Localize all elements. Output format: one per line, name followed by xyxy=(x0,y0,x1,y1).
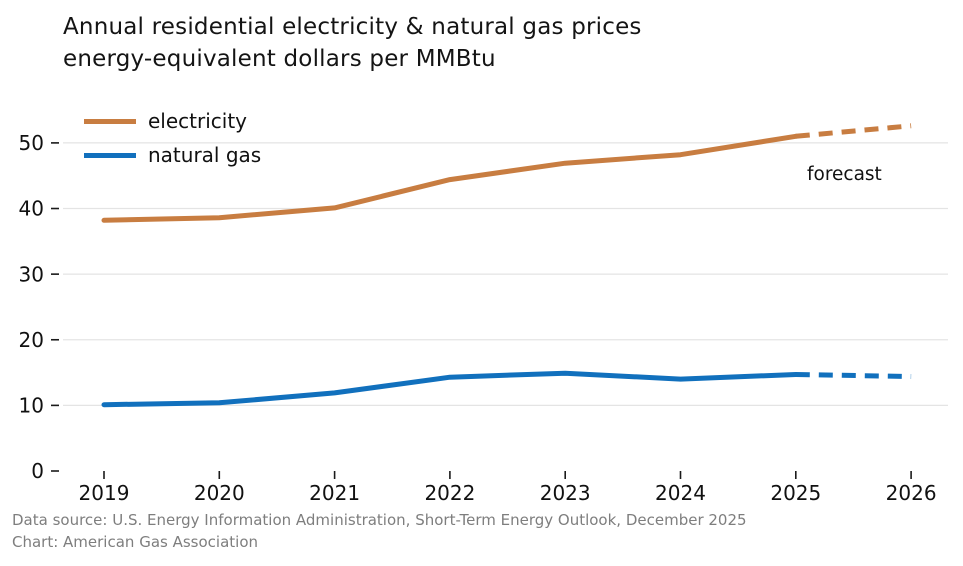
legend-label-natural-gas: natural gas xyxy=(148,143,262,167)
x-tick-label: 2022 xyxy=(424,481,475,505)
legend: electricity natural gas xyxy=(84,104,261,172)
chart-title: Annual residential electricity & natural… xyxy=(63,11,642,75)
y-tick-label: 30 xyxy=(19,262,44,286)
y-tick-label: 0 xyxy=(31,459,44,483)
natural-gas-line-history xyxy=(101,370,799,408)
electricity-line-swatch xyxy=(84,118,136,124)
natural-gas-line-forecast xyxy=(795,372,912,379)
x-tick-label: 2024 xyxy=(655,481,706,505)
chart-title-line1: Annual residential electricity & natural… xyxy=(63,14,642,40)
y-tick-label: 20 xyxy=(19,328,44,352)
x-tick-label: 2020 xyxy=(194,481,245,505)
chart-footer: Data source: U.S. Energy Information Adm… xyxy=(12,510,747,553)
y-tick-label: 40 xyxy=(19,197,44,221)
y-tick-label: 50 xyxy=(19,131,44,155)
natural-gas-line-swatch xyxy=(84,152,136,158)
forecast-annotation: forecast xyxy=(807,164,882,185)
y-tick-label: 10 xyxy=(19,394,44,418)
electricity-line-history xyxy=(101,133,799,223)
legend-item-electricity: electricity xyxy=(84,104,261,138)
x-tick-label: 2021 xyxy=(309,481,360,505)
x-tick-label: 2019 xyxy=(79,481,130,505)
chart-title-line2: energy-equivalent dollars per MMBtu xyxy=(63,46,496,72)
chart-credit-text: Chart: American Gas Association xyxy=(12,532,258,551)
legend-label-electricity: electricity xyxy=(148,109,248,133)
electricity-line-forecast xyxy=(795,123,912,139)
legend-item-natural-gas: natural gas xyxy=(84,138,261,172)
x-tick-label: 2025 xyxy=(770,481,821,505)
data-source-text: Data source: U.S. Energy Information Adm… xyxy=(12,511,747,529)
x-tick-label: 2026 xyxy=(886,481,937,505)
x-tick-label: 2023 xyxy=(540,481,591,505)
